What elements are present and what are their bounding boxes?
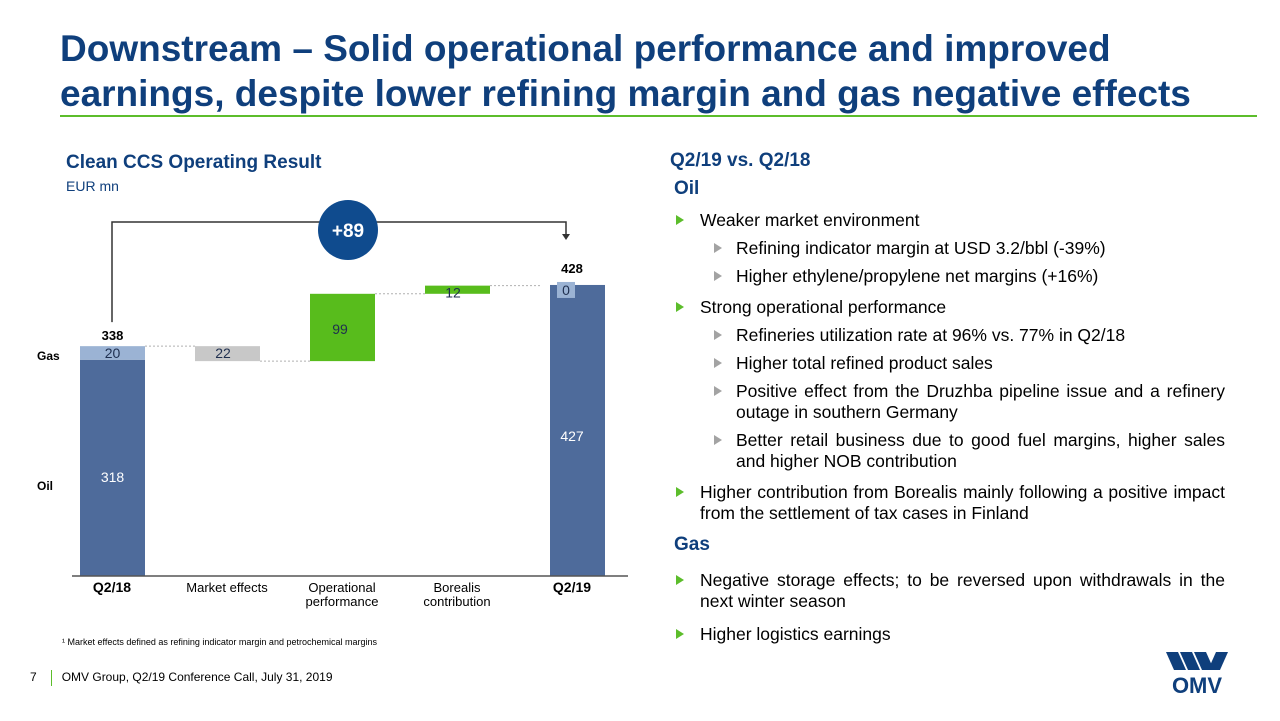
x-tick-label: contribution	[423, 594, 490, 609]
bullet-text: Refineries utilization rate at 96% vs. 7…	[736, 325, 1126, 345]
data-label-step: 12	[445, 285, 461, 301]
chart-unit: EUR mn	[66, 178, 119, 194]
bullet-utilization: Refineries utilization rate at 96% vs. 7…	[670, 325, 1225, 346]
bullet-text: Refining indicator margin at USD 3.2/bbl…	[736, 238, 1106, 258]
waterfall-chart: 318 20 338 22 99 12 0 427 428 +89 Gas Oil Q2/18 Marke…	[37, 200, 628, 609]
oil-title: Oil	[674, 178, 700, 199]
data-label-step: 99	[332, 321, 348, 337]
bullet-text: Better retail business due to good fuel …	[736, 430, 1225, 471]
x-tick-label: Borealis	[434, 580, 481, 595]
data-label-q219-oil: 427	[560, 428, 584, 444]
bar-step	[310, 293, 375, 362]
bullet-strong-operations: Strong operational performance	[670, 297, 1225, 318]
bullet-text: Strong operational performance	[700, 297, 947, 317]
footer-divider	[50, 670, 52, 686]
triangle-bullet-icon	[676, 215, 684, 225]
title-rule	[60, 115, 1257, 117]
slide-title: Downstream – Solid operational performan…	[60, 26, 1240, 116]
bullet-weaker-market: Weaker market environment	[670, 210, 1225, 231]
delta-arrowhead-icon	[562, 234, 570, 240]
delta-label: +89	[332, 221, 364, 242]
bullet-text: Higher logistics earnings	[700, 624, 891, 644]
bullet-text: Positive effect from the Druzhba pipelin…	[736, 381, 1225, 422]
total-label-q218: 338	[102, 328, 124, 343]
bullet-refining-margin: Refining indicator margin at USD 3.2/bbl…	[670, 238, 1225, 259]
triangle-bullet-icon	[714, 243, 722, 253]
footer-text: OMV Group, Q2/19 Conference Call, July 3…	[61, 670, 333, 685]
data-label-q218-oil: 318	[101, 469, 125, 485]
logo-text: OMV	[1172, 673, 1222, 696]
x-tick-label: Market effects	[186, 580, 268, 595]
triangle-bullet-icon	[676, 487, 684, 497]
bullet-product-sales: Higher total refined product sales	[670, 353, 1225, 374]
x-tick-label: Operational	[308, 580, 375, 595]
data-label-q218-gas: 20	[105, 345, 121, 361]
bullet-text: Negative storage effects; to be reversed…	[700, 570, 1225, 611]
bar-step	[425, 285, 490, 294]
bullet-druzhba: Positive effect from the Druzhba pipelin…	[670, 381, 1225, 423]
bullet-retail: Better retail business due to good fuel …	[670, 430, 1225, 472]
bullet-text: Higher contribution from Borealis mainly…	[700, 482, 1225, 523]
bar-q218-gas	[80, 346, 145, 360]
total-label-q219: 428	[561, 261, 583, 276]
footer: 7 OMV Group, Q2/19 Conference Call, July …	[30, 670, 333, 686]
x-tick-label: Q2/19	[553, 579, 591, 595]
triangle-bullet-icon	[676, 629, 684, 639]
data-label-step: 22	[215, 345, 231, 361]
bullet-text: Weaker market environment	[700, 210, 920, 230]
comparison-title: Q2/19 vs. Q2/18	[670, 150, 811, 171]
chart-title: Clean CCS Operating Result	[66, 152, 322, 173]
bullet-logistics: Higher logistics earnings	[670, 624, 1225, 645]
bullet-ethylene-margins: Higher ethylene/propylene net margins (+…	[670, 266, 1225, 287]
gas-title: Gas	[674, 534, 710, 555]
bar-q219-oil	[550, 284, 605, 576]
commentary-panel: Q2/19 vs. Q2/18 Oil Weaker market enviro…	[670, 150, 1225, 645]
triangle-bullet-icon	[714, 386, 722, 396]
triangle-bullet-icon	[676, 302, 684, 312]
bullet-text: Higher total refined product sales	[736, 353, 993, 373]
triangle-bullet-icon	[714, 358, 722, 368]
delta-bubble	[318, 200, 378, 260]
bar-step	[195, 346, 260, 362]
omv-logo-icon: OMV	[1166, 652, 1228, 696]
triangle-bullet-icon	[714, 435, 722, 445]
x-tick-label: performance	[306, 594, 379, 609]
bar-q218-oil	[80, 359, 145, 576]
segment-label-oil: Oil	[37, 479, 53, 493]
bullet-storage: Negative storage effects; to be reversed…	[670, 570, 1225, 612]
bullet-borealis: Higher contribution from Borealis mainly…	[670, 482, 1225, 524]
triangle-bullet-icon	[714, 271, 722, 281]
x-tick-label: Q2/18	[93, 579, 131, 595]
slide-title-line-2: earnings, despite lower refining margin …	[60, 73, 1191, 114]
bar-q219-gas	[557, 281, 575, 298]
slide-title-line-1: Downstream – Solid operational performan…	[60, 28, 1111, 69]
data-label-q219-gas: 0	[562, 282, 570, 298]
page-number: 7	[30, 670, 37, 685]
bullet-text: Higher ethylene/propylene net margins (+…	[736, 266, 1099, 286]
segment-label-gas: Gas	[37, 349, 60, 363]
triangle-bullet-icon	[676, 575, 684, 585]
footnote: ¹ Market effects defined as refining ind…	[62, 637, 377, 647]
triangle-bullet-icon	[714, 330, 722, 340]
